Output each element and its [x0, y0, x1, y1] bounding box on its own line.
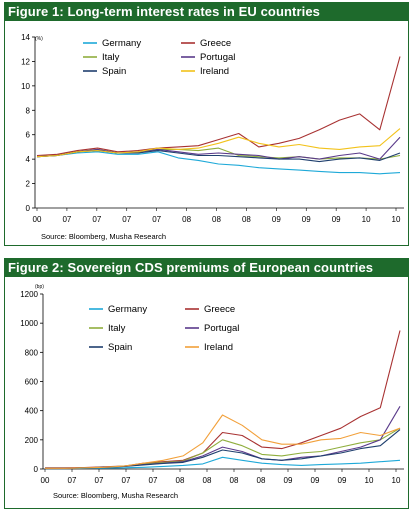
x-tick-label: 10	[392, 476, 401, 485]
figure-1-title: Figure 1: Long-term interest rates in EU…	[5, 3, 408, 21]
y-unit-label: (bp)	[35, 284, 44, 290]
x-tick-label: 08	[242, 215, 251, 224]
series-line-portugal	[36, 136, 401, 160]
y-tick-label: 1000	[20, 319, 38, 328]
x-tick-label: 07	[95, 476, 104, 485]
source-note: Source: Bloomberg, Musha Research	[53, 491, 178, 500]
y-tick-label: 1200	[20, 290, 38, 299]
legend-label-ireland: Ireland	[204, 342, 233, 353]
figure-2-title: Figure 2: Sovereign CDS premiums of Euro…	[5, 259, 408, 277]
x-tick-label: 08	[230, 476, 239, 485]
x-tick-label: 08	[203, 476, 212, 485]
x-tick-label: 09	[272, 215, 281, 224]
series-line-germany	[45, 456, 401, 470]
legend-label-portugal: Portugal	[204, 323, 239, 334]
series-line-italy	[45, 427, 401, 469]
y-unit-label: (%)	[35, 36, 43, 42]
y-tick-label: 14	[21, 33, 30, 42]
x-tick-label: 10	[362, 215, 371, 224]
figure-1-chart: 0 2 4 6 8 10 12 14 (%) 00 07 07 07 07 08 08 08 09 09 09 10 10…	[21, 33, 404, 241]
x-tick-label: 08	[182, 215, 191, 224]
legend-label-ireland: Ireland	[200, 66, 229, 77]
y-tick-label: 400	[25, 407, 39, 416]
series-line-spain	[45, 429, 401, 469]
figure-1-panel: Figure 1: Long-term interest rates in EU…	[4, 2, 409, 246]
x-tick-label: 07	[149, 476, 158, 485]
series-line-ireland	[36, 128, 401, 158]
y-tick-label: 800	[25, 348, 39, 357]
series-line-ireland	[45, 414, 401, 469]
x-tick-label: 00	[33, 215, 42, 224]
y-tick-label: 8	[26, 106, 31, 115]
x-tick-label: 08	[176, 476, 185, 485]
x-tick-label: 10	[392, 215, 401, 224]
y-tick-label: 600	[25, 378, 39, 387]
legend-label-spain: Spain	[102, 66, 126, 77]
x-tick-label: 07	[122, 215, 131, 224]
y-tick-label: 0	[26, 204, 31, 213]
figure-2-chart: 0 200 400 600 800 1000 1200(bp) 00 07 07 07 07 08 08 0…	[20, 284, 404, 500]
x-tick-label: 10	[365, 476, 374, 485]
y-tick-label: 12	[21, 57, 30, 66]
x-tick-label: 07	[152, 215, 161, 224]
x-tick-label: 07	[68, 476, 77, 485]
series-line-greece	[36, 56, 401, 157]
y-tick-label: 0	[34, 465, 39, 474]
x-tick-label: 09	[284, 476, 293, 485]
y-tick-label: 10	[21, 82, 30, 91]
legend-label-italy: Italy	[102, 52, 120, 63]
x-tick-label: 08	[257, 476, 266, 485]
legend-label-germany: Germany	[108, 304, 147, 315]
x-tick-label: 09	[338, 476, 347, 485]
legend-label-greece: Greece	[200, 38, 231, 49]
x-tick-label: 07	[122, 476, 131, 485]
legend-label-germany: Germany	[102, 38, 141, 49]
y-tick-label: 200	[25, 436, 39, 445]
x-tick-label: 07	[62, 215, 71, 224]
legend-label-greece: Greece	[204, 304, 235, 315]
x-tick-label: 07	[92, 215, 101, 224]
y-tick-label: 4	[26, 155, 31, 164]
legend-label-italy: Italy	[108, 323, 126, 334]
x-tick-label: 09	[311, 476, 320, 485]
legend-label-spain: Spain	[108, 342, 132, 353]
y-tick-label: 6	[26, 131, 31, 140]
y-tick-label: 2	[26, 180, 31, 189]
x-tick-label: 00	[41, 476, 50, 485]
figure-2-panel: Figure 2: Sovereign CDS premiums of Euro…	[4, 258, 409, 509]
source-note: Source: Bloomberg, Musha Research	[41, 232, 166, 241]
series-line-germany	[36, 151, 401, 175]
x-tick-label: 09	[332, 215, 341, 224]
x-tick-label: 09	[302, 215, 311, 224]
x-tick-label: 08	[212, 215, 221, 224]
legend-label-portugal: Portugal	[200, 52, 235, 63]
